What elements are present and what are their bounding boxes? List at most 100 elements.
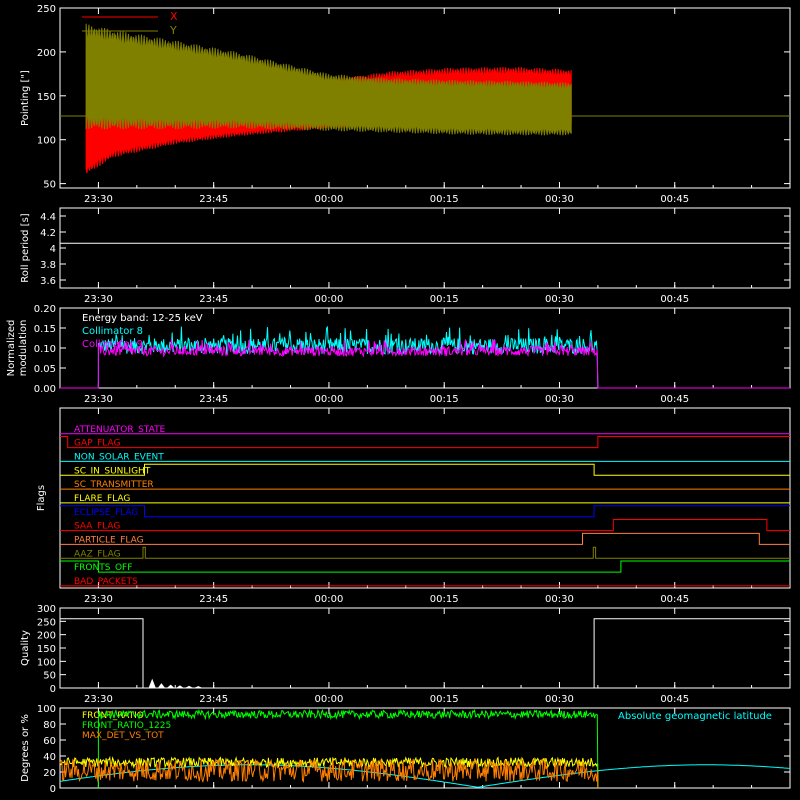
x-tick-label: 00:30 — [545, 194, 574, 205]
y-tick-label: 0.05 — [34, 364, 56, 375]
series-front-ratio-1225 — [97, 708, 599, 789]
ratios-panel: 0 20 40 60 80 100 Degrees or % FRONT_RATIOFRONT… — [20, 704, 791, 795]
x-tick-label: 00:30 — [545, 594, 574, 605]
y-axis-label: Pointing ["] — [20, 70, 31, 126]
roll-period-panel: 23:30 23:45 00:00 00:15 00:30 00:45 3.6 3.8 4 4.2… — [20, 207, 791, 305]
flag-label: ECLIPSE_FLAG — [74, 508, 138, 518]
flag-label: ATTENUATOR_STATE — [74, 425, 166, 435]
x-tick-label: 23:45 — [199, 694, 228, 705]
y-tick-label: 3.6 — [40, 276, 56, 287]
x-tick-label: 00:15 — [430, 294, 459, 305]
flag-label: SAA_FLAG — [74, 522, 120, 532]
series-collimator-8 — [60, 325, 790, 389]
energy-band-annotation: Energy band: 12-25 keV — [82, 313, 203, 324]
series-y-pointing — [85, 23, 572, 136]
x-tick-label: 00:45 — [660, 594, 689, 605]
flag-label: PARTICLE_FLAG — [74, 535, 144, 545]
quality-panel: 23:30 23:45 00:00 00:15 00:30 00:45 0 50 100 150 2… — [20, 604, 791, 705]
legend-entry: X — [170, 10, 178, 23]
x-tick-label: 00:15 — [430, 594, 459, 605]
x-tick-label: 23:30 — [84, 294, 113, 305]
y-axis-label: Roll period [s] — [20, 213, 31, 282]
y-tick-label: 60 — [43, 736, 56, 747]
flag-label: AAZ_FLAG — [74, 549, 121, 559]
y-tick-label: 40 — [43, 752, 56, 763]
flag-label: FRONTS_OFF — [74, 563, 132, 573]
plot-frame — [59, 407, 791, 589]
y-tick-label: 3.8 — [40, 260, 56, 271]
y-tick-label: 100 — [37, 657, 56, 668]
modulation-panel: 23:30 23:45 00:00 00:15 00:30 00:45 0.00 0.05 0.… — [6, 304, 791, 405]
y-tick-label: 300 — [37, 604, 56, 615]
flags-panel: 23:30 23:45 00:00 00:15 00:30 00:45 Flags ATTEN… — [36, 407, 791, 605]
x-tick-label: 23:30 — [84, 194, 113, 205]
flag-label: BAD_PACKETS — [74, 577, 138, 587]
y-tick-label: 200 — [37, 48, 56, 59]
flag-line-saa-flag — [60, 519, 790, 532]
x-tick-label: 23:30 — [84, 594, 113, 605]
quality-bump — [148, 678, 157, 689]
quality-bump — [166, 684, 176, 689]
y-tick-label: 80 — [43, 720, 56, 731]
flag-label: FLARE_FLAG — [74, 494, 130, 504]
pointing-panel: 23:30 23:45 00:00 00:15 00:30 00:45 50 100 150 20… — [20, 4, 791, 205]
quality-bump — [185, 685, 193, 689]
x-tick-label: 00:00 — [315, 394, 344, 405]
legend-entry: FRONT_RATIO_1225 — [82, 721, 171, 731]
flag-label: GAP_FLAG — [74, 439, 120, 449]
y-tick-label: 0 — [50, 684, 56, 695]
x-tick-label: 00:30 — [545, 694, 574, 705]
flag-line-fronts-off — [60, 560, 790, 573]
y-tick-label: 200 — [37, 631, 56, 642]
y-tick-label: 0.20 — [34, 304, 56, 315]
y-axis-label: Degrees or % — [20, 714, 31, 782]
quality-bump — [195, 686, 202, 689]
y-tick-label: 150 — [37, 92, 56, 103]
x-tick-label: 00:30 — [545, 294, 574, 305]
y-tick-label: 0 — [50, 784, 56, 795]
series-collimator-9 — [60, 339, 790, 389]
flag-label: SC_IN_SUNLIGHT — [74, 466, 151, 476]
x-tick-label: 00:30 — [545, 394, 574, 405]
quality-bump — [175, 685, 185, 689]
x-tick-label: 23:45 — [199, 194, 228, 205]
y-axis-label: Flags — [36, 485, 47, 511]
y-tick-label: 0.00 — [34, 384, 56, 395]
flag-label: NON_SOLAR_EVENT — [74, 452, 164, 462]
y-tick-label: 0.15 — [34, 324, 56, 335]
y-tick-label: 100 — [37, 136, 56, 147]
plot-frame — [59, 7, 791, 189]
x-tick-label: 23:45 — [199, 394, 228, 405]
x-tick-label: 23:30 — [84, 394, 113, 405]
y-tick-label: 50 — [43, 671, 56, 682]
x-tick-label: 00:45 — [660, 694, 689, 705]
x-tick-label: 00:45 — [660, 294, 689, 305]
flag-line-sc-in-sunlight — [60, 463, 790, 476]
x-tick-label: 00:00 — [315, 294, 344, 305]
legend-entry: Collimator 9 — [82, 339, 143, 350]
legend-entry: Y — [169, 24, 177, 37]
x-tick-label: 00:45 — [660, 394, 689, 405]
x-tick-label: 00:00 — [315, 694, 344, 705]
y-axis-label: Quality — [20, 630, 31, 666]
legend-entry: FRONT_RATIO — [82, 711, 144, 721]
flag-line-gap-flag — [60, 436, 790, 449]
y-tick-label: 4 — [50, 244, 56, 255]
x-tick-label: 23:45 — [199, 594, 228, 605]
y-tick-label: 100 — [37, 704, 56, 715]
x-tick-label: 00:00 — [315, 594, 344, 605]
x-tick-label: 00:15 — [430, 394, 459, 405]
y-tick-label: 250 — [37, 4, 56, 15]
y-tick-label: 0.10 — [34, 344, 56, 355]
legend-entry: Absolute geomagnetic latitude — [618, 711, 772, 722]
quality-line — [60, 618, 790, 689]
x-tick-label: 00:00 — [315, 194, 344, 205]
x-tick-label: 00:15 — [430, 194, 459, 205]
series-max-det-vs-tot — [59, 758, 599, 789]
flag-label: SC_TRANSMITTER — [74, 480, 154, 490]
y-axis-label: modulation — [18, 320, 29, 377]
y-tick-label: 50 — [43, 180, 56, 191]
y-tick-label: 4.4 — [40, 212, 56, 223]
y-tick-label: 20 — [43, 768, 56, 779]
